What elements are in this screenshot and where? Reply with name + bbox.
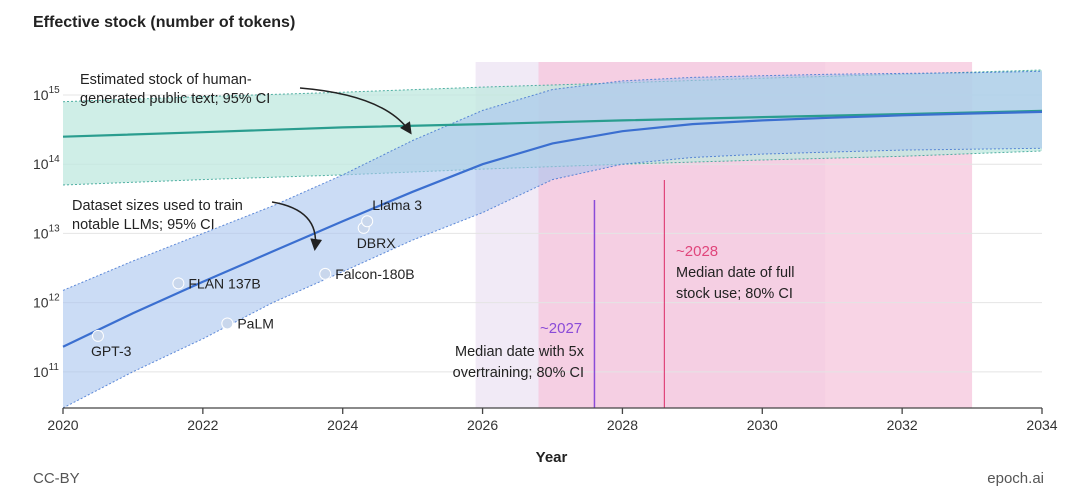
annotations: GPT-3 FLAN 137B PaLM Falcon-180B DBRX Llama 3… [72, 72, 795, 381]
model-label: GPT-3 [91, 343, 132, 359]
x-tick-label: 2022 [187, 417, 218, 433]
model-label: PaLM [237, 315, 274, 331]
stock-label-arrow [299, 87, 412, 135]
model-points [91, 215, 374, 342]
y-tick-label: 1015 [33, 85, 60, 103]
x-tick-label: 2028 [607, 417, 638, 433]
median-2027-label: ~2027 [540, 320, 582, 337]
dataset-label-arrow [271, 201, 323, 251]
y-tick-base: 10 [33, 156, 49, 172]
x-tick-label: 2026 [467, 417, 498, 433]
y-tick-label: 1014 [33, 154, 60, 172]
full-stock-note: Median date of full [676, 265, 795, 281]
median-date-regions [475, 62, 973, 408]
model-label: DBRX [357, 235, 397, 251]
dataset-series-label: Dataset sizes used to train [72, 198, 243, 214]
stock-series-label: Estimated stock of human- [80, 72, 252, 88]
confidence-bands [62, 69, 1043, 409]
y-tick-exponent: 14 [49, 154, 61, 165]
y-tick-base: 10 [33, 364, 49, 380]
model-point [172, 277, 185, 290]
license-text: CC-BY [33, 470, 80, 487]
source-text: epoch.ai [987, 470, 1044, 487]
overtraining-note: overtraining; 80% CI [453, 365, 584, 381]
x-tick-label: 2030 [747, 417, 778, 433]
y-tick-exponent: 12 [49, 293, 61, 304]
model-point [319, 267, 332, 280]
y-tick-base: 10 [33, 87, 49, 103]
chart-title: Effective stock (number of tokens) [33, 14, 296, 31]
overtraining-note: Median date with 5x [455, 344, 585, 360]
stock-median-line [62, 109, 1043, 138]
model-point [361, 215, 374, 228]
y-tick-base: 10 [33, 295, 49, 311]
x-tick-label: 2024 [327, 417, 358, 433]
y-tick-exponent: 15 [49, 85, 61, 96]
y-tick-label: 1012 [33, 293, 60, 311]
model-label: Falcon-180B [335, 266, 414, 282]
model-label: Llama 3 [372, 197, 422, 213]
full-stock-note: stock use; 80% CI [676, 286, 793, 302]
dataset-ci-upper [62, 70, 1043, 291]
y-tick-base: 10 [33, 225, 49, 241]
series-lines [62, 109, 1043, 348]
x-axis-label: Year [536, 449, 568, 466]
dataset-ci-lower [62, 147, 1043, 409]
x-tick-label: 2032 [887, 417, 918, 433]
y-tick-exponent: 13 [49, 223, 61, 234]
median-date-lines [593, 180, 665, 408]
axes: 2020 2022 2024 2026 2028 2030 2032 2034Year1011… [33, 85, 1058, 466]
y-tick-label: 1011 [33, 362, 59, 380]
x-tick-label: 2020 [47, 417, 78, 433]
dataset-median-line [62, 110, 1043, 348]
y-tick-exponent: 11 [49, 362, 60, 373]
model-label: FLAN 137B [188, 275, 260, 291]
model-point [91, 329, 104, 342]
x-tick-label: 2034 [1026, 417, 1057, 433]
dataset-ci-band [63, 71, 1042, 409]
stock-series-label: generated public text; 95% CI [80, 91, 270, 107]
dataset-series-label: notable LLMs; 95% CI [72, 217, 215, 233]
model-point [221, 317, 234, 330]
median-2028-label: ~2028 [676, 243, 718, 260]
y-tick-label: 1013 [33, 223, 60, 241]
